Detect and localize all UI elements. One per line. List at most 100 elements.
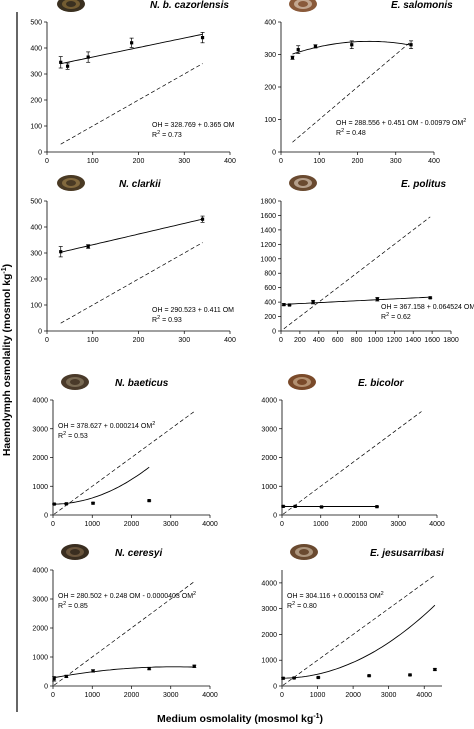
data-point bbox=[52, 677, 56, 681]
data-point bbox=[147, 499, 151, 503]
x-tick-label: 1000 bbox=[84, 692, 100, 699]
y-tick-label: 400 bbox=[264, 20, 276, 27]
chart-panel-7: N. ceresyi 0 1000 2000 3000 4000 0 1000 2000 3000… bbox=[32, 544, 218, 699]
x-tick-label: 4000 bbox=[202, 521, 218, 528]
chart-title: N. ceresyi bbox=[115, 548, 162, 559]
data-point bbox=[367, 674, 371, 678]
x-tick-label: 4000 bbox=[416, 692, 432, 699]
regression-equation: OH = 290.523 + 0.411 OM bbox=[152, 307, 234, 314]
y-tick-label: 200 bbox=[264, 85, 276, 92]
chart-title: E. politus bbox=[401, 179, 446, 190]
r-squared-label: R2 = 0.48 bbox=[336, 128, 366, 137]
isosmotic-line bbox=[282, 411, 422, 515]
x-tick-label: 3000 bbox=[390, 521, 406, 528]
data-point bbox=[311, 300, 315, 304]
x-tick-label: 3000 bbox=[163, 521, 179, 528]
y-tick-label: 400 bbox=[30, 46, 42, 53]
data-point bbox=[287, 303, 292, 307]
r-squared-label: R2 = 0.80 bbox=[287, 601, 317, 610]
x-tick-label: 200 bbox=[352, 158, 364, 165]
x-tick-label: 400 bbox=[313, 337, 325, 344]
y-tick-label: 3000 bbox=[32, 597, 48, 604]
chart-title: N. clarkii bbox=[119, 179, 161, 190]
data-point bbox=[350, 43, 354, 47]
x-tick-label: 300 bbox=[178, 337, 190, 344]
x-tick-label: 0 bbox=[280, 521, 284, 528]
isosmotic-line bbox=[53, 411, 195, 515]
y-tick-label: 300 bbox=[264, 52, 276, 59]
y-tick-label: 100 bbox=[30, 124, 42, 131]
x-tick-label: 300 bbox=[390, 158, 402, 165]
beetle-icon bbox=[61, 374, 89, 390]
y-tick-label: 100 bbox=[264, 117, 276, 124]
y-tick-label: 200 bbox=[264, 314, 276, 321]
y-tick-label: 4000 bbox=[261, 398, 277, 405]
regression-equation: OH = 378.627 + 0.000214 OM2 bbox=[58, 421, 155, 430]
x-tick-label: 400 bbox=[224, 158, 236, 165]
chart-title: E. salomonis bbox=[391, 0, 453, 11]
data-point bbox=[52, 502, 56, 506]
data-point bbox=[200, 217, 205, 221]
data-point bbox=[408, 673, 412, 677]
chart-title: N. b. cazorlensis bbox=[150, 0, 229, 11]
y-tick-label: 1200 bbox=[260, 242, 276, 249]
y-tick-label: 3000 bbox=[32, 426, 48, 433]
data-point bbox=[86, 244, 90, 249]
isosmotic-line bbox=[60, 242, 203, 324]
regression-equation: OH = 280.502 + 0.248 OM - 0.0000403 OM2 bbox=[58, 591, 196, 600]
y-tick-label: 800 bbox=[264, 271, 276, 278]
y-tick-label: 100 bbox=[30, 303, 42, 310]
r-squared-label: R2 = 0.85 bbox=[58, 601, 88, 610]
x-tick-label: 2000 bbox=[352, 521, 368, 528]
y-tick-label: 0 bbox=[273, 513, 277, 520]
r-squared-label: R2 = 0.73 bbox=[152, 130, 182, 139]
x-tick-label: 1000 bbox=[84, 521, 100, 528]
x-tick-label: 1000 bbox=[310, 692, 326, 699]
y-tick-label: 4000 bbox=[261, 580, 277, 587]
data-point bbox=[292, 676, 296, 680]
y-tick-label: 300 bbox=[30, 72, 42, 79]
x-tick-label: 0 bbox=[51, 521, 55, 528]
y-tick-label: 4000 bbox=[32, 398, 48, 405]
x-tick-label: 4000 bbox=[429, 521, 445, 528]
data-point bbox=[64, 502, 68, 506]
isosmotic-line bbox=[53, 581, 195, 686]
beetle-icon bbox=[289, 175, 317, 191]
x-tick-label: 600 bbox=[332, 337, 344, 344]
x-tick-label: 300 bbox=[178, 158, 190, 165]
x-tick-label: 400 bbox=[428, 158, 440, 165]
data-point bbox=[409, 43, 413, 47]
data-point bbox=[59, 250, 63, 254]
data-point bbox=[91, 501, 95, 505]
y-tick-label: 2000 bbox=[261, 632, 277, 639]
x-tick-label: 1000 bbox=[313, 521, 329, 528]
x-tick-label: 200 bbox=[133, 337, 145, 344]
beetle-icon bbox=[57, 175, 85, 191]
x-tick-label: 800 bbox=[351, 337, 363, 344]
chart-panel-2: E. salomonis 0 100 200 300 400 0 100 200 300 400 OH… bbox=[264, 0, 466, 165]
isosmotic-line bbox=[292, 41, 412, 143]
data-point bbox=[59, 60, 63, 64]
regression-equation: OH = 328.769 + 0.365 OM bbox=[152, 122, 235, 129]
y-tick-label: 0 bbox=[44, 684, 48, 691]
y-tick-label: 0 bbox=[272, 150, 276, 157]
y-tick-label: 4000 bbox=[32, 568, 48, 575]
x-tick-label: 2000 bbox=[345, 692, 361, 699]
y-tick-label: 200 bbox=[30, 277, 42, 284]
y-tick-label: 300 bbox=[30, 251, 42, 258]
x-tick-label: 2000 bbox=[124, 692, 140, 699]
x-tick-label: 200 bbox=[294, 337, 306, 344]
data-point bbox=[316, 675, 320, 680]
r-squared-label: R2 = 0.93 bbox=[152, 315, 182, 324]
data-point bbox=[192, 664, 196, 668]
isosmotic-line bbox=[282, 574, 436, 686]
r-squared-label: R2 = 0.53 bbox=[58, 431, 88, 440]
x-tick-label: 0 bbox=[279, 158, 283, 165]
regression-equation: OH = 288.556 + 0.451 OM - 0.00979 OM2 bbox=[336, 118, 466, 127]
x-tick-label: 1800 bbox=[443, 337, 459, 344]
y-tick-label: 1000 bbox=[32, 655, 48, 662]
x-tick-label: 1400 bbox=[405, 337, 421, 344]
y-tick-label: 0 bbox=[272, 329, 276, 336]
x-tick-label: 200 bbox=[133, 158, 145, 165]
